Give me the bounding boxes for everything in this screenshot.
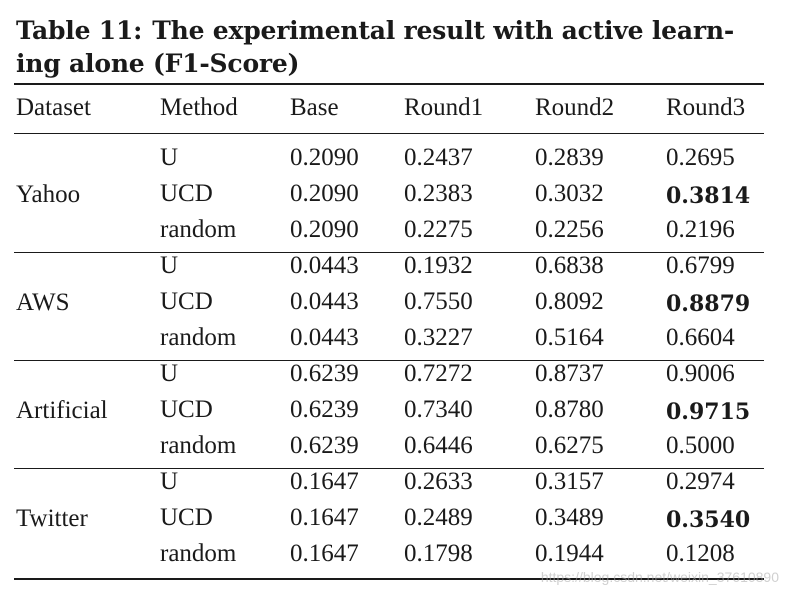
value-cell: 0.2974 xyxy=(666,468,735,495)
table-caption: Table 11: The experimental result with ac… xyxy=(16,14,766,80)
best-value-cell: 0.9715 xyxy=(666,399,751,425)
value-cell: 0.2090 xyxy=(290,180,359,207)
bottom-rule xyxy=(14,578,764,580)
method-cell: random xyxy=(160,324,237,351)
value-cell: 0.1647 xyxy=(290,468,359,495)
value-cell: 0.6239 xyxy=(290,396,359,423)
value-cell: 0.3032 xyxy=(535,180,604,207)
value-cell: 0.2275 xyxy=(404,216,473,243)
value-cell: 0.1647 xyxy=(290,504,359,531)
value-cell: 0.7340 xyxy=(404,396,473,423)
value-cell: 0.3489 xyxy=(535,504,604,531)
value-cell: 0.2489 xyxy=(404,504,473,531)
column-header: Round1 xyxy=(404,94,484,121)
method-cell: U xyxy=(160,468,179,495)
value-cell: 0.1798 xyxy=(404,540,473,567)
value-cell: 0.3157 xyxy=(535,468,604,495)
value-cell: 0.0443 xyxy=(290,324,359,351)
value-cell: 0.2383 xyxy=(404,180,473,207)
value-cell: 0.6838 xyxy=(535,252,604,279)
method-cell: UCD xyxy=(160,180,213,207)
value-cell: 0.6275 xyxy=(535,432,604,459)
value-cell: 0.6239 xyxy=(290,432,359,459)
value-cell: 0.9006 xyxy=(666,360,735,387)
value-cell: 0.7272 xyxy=(404,360,473,387)
value-cell: 0.6239 xyxy=(290,360,359,387)
value-cell: 0.2090 xyxy=(290,144,359,171)
dataset-label: AWS xyxy=(16,289,70,316)
method-cell: U xyxy=(160,360,179,387)
best-value-cell: 0.3540 xyxy=(666,507,751,533)
value-cell: 0.1647 xyxy=(290,540,359,567)
value-cell: 0.0443 xyxy=(290,252,359,279)
value-cell: 0.2633 xyxy=(404,468,473,495)
column-header: Base xyxy=(290,94,339,121)
header-rule xyxy=(14,133,764,134)
value-cell: 0.7550 xyxy=(404,288,473,315)
value-cell: 0.8737 xyxy=(535,360,604,387)
caption-text: The experimental result with active lear… xyxy=(16,16,735,78)
top-rule xyxy=(14,83,764,85)
method-cell: random xyxy=(160,216,237,243)
column-header: Round3 xyxy=(666,94,746,121)
value-cell: 0.2196 xyxy=(666,216,735,243)
group-rule xyxy=(14,252,764,253)
value-cell: 0.2839 xyxy=(535,144,604,171)
value-cell: 0.5164 xyxy=(535,324,604,351)
method-cell: U xyxy=(160,144,179,171)
column-header: Round2 xyxy=(535,94,615,121)
value-cell: 0.1208 xyxy=(666,540,735,567)
caption-label: Table 11: xyxy=(16,16,143,45)
group-rule xyxy=(14,468,764,469)
method-cell: UCD xyxy=(160,504,213,531)
dataset-label: Artificial xyxy=(16,397,108,424)
best-value-cell: 0.3814 xyxy=(666,183,751,209)
dataset-label: Twitter xyxy=(16,505,88,532)
watermark: https://blog.csdn.net/weixin_37610890 xyxy=(540,569,779,585)
group-rule xyxy=(14,360,764,361)
value-cell: 0.2695 xyxy=(666,144,735,171)
value-cell: 0.1932 xyxy=(404,252,473,279)
column-header: Method xyxy=(160,94,238,121)
method-cell: random xyxy=(160,432,237,459)
value-cell: 0.6799 xyxy=(666,252,735,279)
method-cell: U xyxy=(160,252,179,279)
value-cell: 0.2437 xyxy=(404,144,473,171)
dataset-label: Yahoo xyxy=(16,181,81,208)
best-value-cell: 0.8879 xyxy=(666,291,751,317)
method-cell: UCD xyxy=(160,396,213,423)
method-cell: random xyxy=(160,540,237,567)
value-cell: 0.6446 xyxy=(404,432,473,459)
value-cell: 0.1944 xyxy=(535,540,604,567)
value-cell: 0.2090 xyxy=(290,216,359,243)
value-cell: 0.6604 xyxy=(666,324,735,351)
value-cell: 0.3227 xyxy=(404,324,473,351)
value-cell: 0.2256 xyxy=(535,216,604,243)
value-cell: 0.8092 xyxy=(535,288,604,315)
column-header: Dataset xyxy=(16,94,91,121)
method-cell: UCD xyxy=(160,288,213,315)
value-cell: 0.8780 xyxy=(535,396,604,423)
value-cell: 0.0443 xyxy=(290,288,359,315)
value-cell: 0.5000 xyxy=(666,432,735,459)
